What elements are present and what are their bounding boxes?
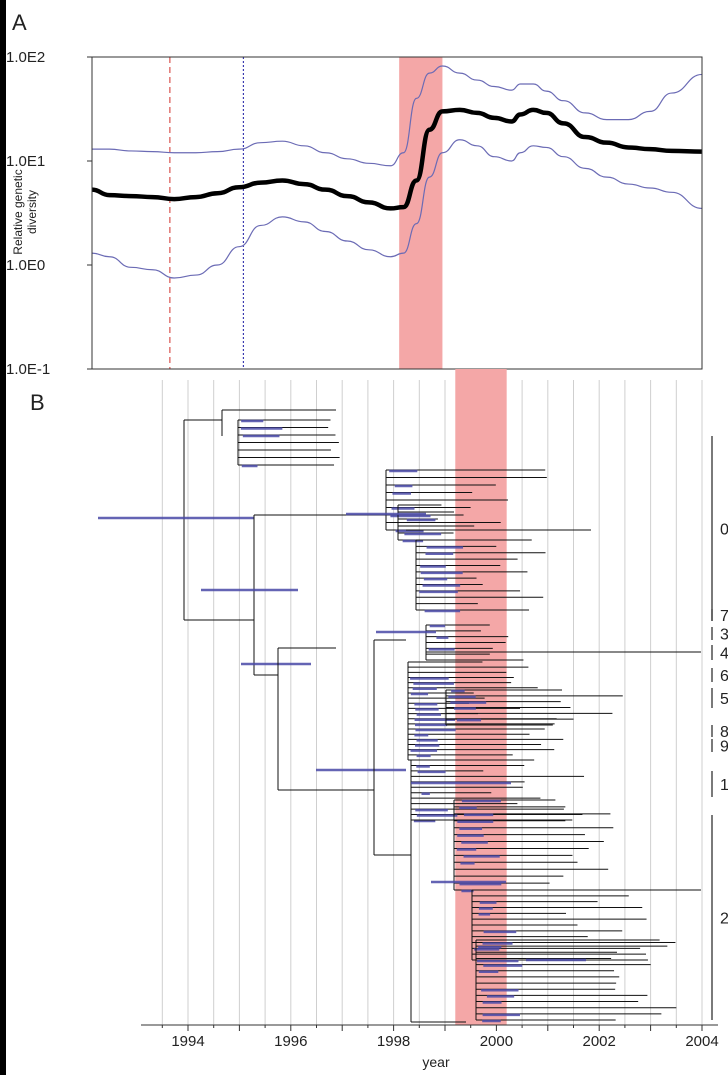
clade-label-9: 9 [720, 739, 728, 756]
lower-hpd-line [91, 139, 703, 279]
y-axis-label-line2: diversity [25, 190, 39, 234]
y-axis-label-line1: Relative genetic [11, 169, 25, 254]
clade-label-4: 4 [720, 646, 728, 663]
y-tick-label: 1.0E0 [6, 257, 45, 274]
clade-label-6: 6 [720, 668, 728, 685]
clade-label-0: 0 [720, 522, 728, 539]
median-diversity-line [91, 107, 703, 211]
figure-canvas: A 1.0E2 1.0E1 1.0E0 1.0E-1 Relative genetic… [6, 0, 728, 1075]
panel-b-x-axis: 1994199619982000200220042006 [141, 1024, 719, 1050]
y-tick-label: 1.0E1 [6, 153, 45, 170]
x-axis-label: year [422, 1054, 450, 1070]
figure-svg: A 1.0E2 1.0E1 1.0E0 1.0E-1 Relative genetic… [6, 10, 728, 1070]
x-tick-label: 2004 [685, 1033, 718, 1050]
upper-hpd-line [92, 65, 703, 167]
y-tick-label: 1.0E2 [6, 49, 45, 66]
clade-label-7: 7 [720, 608, 728, 625]
y-tick-label: 1.0E-1 [6, 361, 50, 378]
panel-a-label: A [12, 10, 27, 35]
panel-a-frame [91, 56, 703, 370]
clade-label-1: 1 [720, 777, 728, 794]
panel-a: A 1.0E2 1.0E1 1.0E0 1.0E-1 Relative genetic… [6, 10, 703, 378]
clade-brackets: 0 7 3 4 6 5 89 1 2 [711, 436, 728, 1020]
panel-b-year-gridlines [161, 380, 703, 1025]
clade-label-3: 3 [720, 627, 728, 644]
clade-label-5: 5 [720, 691, 728, 708]
panel-a-reference-lines [169, 57, 245, 369]
panel-a-series [91, 65, 703, 279]
clade-label-8: 8 [720, 724, 728, 741]
x-tick-label: 1996 [274, 1033, 307, 1050]
panel-b-label: B [30, 390, 45, 415]
panel-a-y-axis: 1.0E2 1.0E1 1.0E0 1.0E-1 [6, 49, 92, 378]
x-tick-label: 1998 [377, 1033, 410, 1050]
x-tick-label: 1994 [171, 1033, 204, 1050]
phylogenetic-tree [98, 409, 701, 1023]
clade-label-2: 2 [720, 911, 728, 928]
x-tick-label: 2000 [480, 1033, 513, 1050]
x-tick-label: 2002 [583, 1033, 616, 1050]
